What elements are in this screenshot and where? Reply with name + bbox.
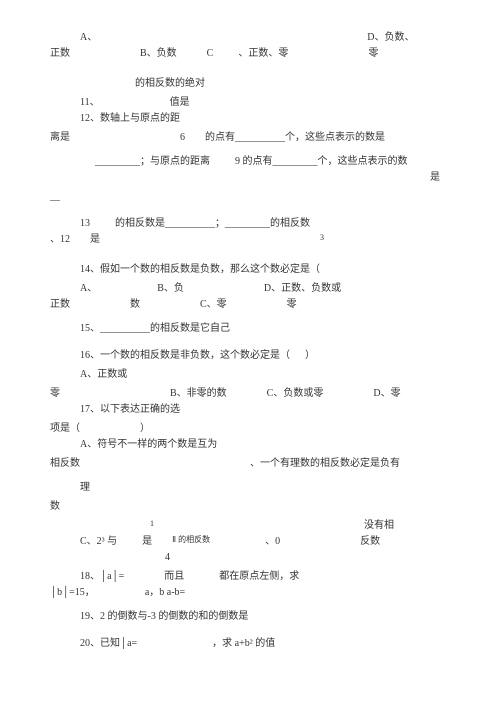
superscript: 3 <box>320 232 324 248</box>
text: 、12 <box>50 232 70 248</box>
q11-number: 11、 <box>50 95 100 111</box>
text: 9 的点有_________个，这些点表示的数 <box>235 154 408 170</box>
q17-frag: 相反数 、一个有理数的相反数必定是负有 <box>50 456 450 472</box>
text: 零 <box>50 386 60 402</box>
q17-c-frag-1: 1 没有相 <box>50 518 450 534</box>
text: 20、已知│a= <box>50 636 137 652</box>
option-a: A、 <box>50 30 97 46</box>
text: Ⅱ 的相反数 <box>172 534 210 550</box>
text: 相反数 <box>50 456 80 472</box>
q15-text: 15、__________的相反数是它自己 <box>50 321 450 337</box>
text: 的相反数是__________；_________的相反数 <box>115 216 310 232</box>
text: 没有相 <box>364 518 394 534</box>
q11-line: 11、 值是 <box>50 95 450 111</box>
text: 项是（ <box>50 421 80 437</box>
text: 13 <box>50 216 90 232</box>
q16-text: 16、一个数的相反数是非负数，这个数必定是（ ） <box>50 348 450 364</box>
q11-frag-1: 的相反数的绝对 <box>50 76 450 92</box>
option-d: D、负数、 <box>367 30 414 46</box>
text: 值是 <box>170 95 190 111</box>
option-b: B、负数 <box>140 46 177 62</box>
text: 零 <box>287 297 297 313</box>
q12-line-3: _________；与原点的距离 9 的点有_________个，这些点表示的数 <box>50 154 450 170</box>
q17-option-a: A、符号不一样的两个数是互为 <box>50 437 450 453</box>
text: 是 <box>142 534 152 550</box>
option-d: D、零 <box>373 386 400 402</box>
q13-line-1: 13 的相反数是__________；_________的相反数 <box>50 216 450 232</box>
text: C、2³ 与 <box>50 534 117 550</box>
q16-option-a: A、正数或 <box>50 367 450 383</box>
q18-line-2: │b│=15， a，b a-b= <box>50 585 450 601</box>
q17-text-2: 项是（ ） <box>50 421 450 437</box>
text: 零 <box>368 46 378 62</box>
text: 数 <box>130 297 140 313</box>
text: │b│=15， <box>50 585 95 601</box>
q16-options: 零 B、非零的数 C、负数或零 D、零 <box>50 386 450 402</box>
text: 数 <box>50 499 450 515</box>
text: 都在原点左侧，求 <box>219 569 299 585</box>
text: 反数 <box>360 534 380 550</box>
q12-line-1: 12、数轴上与原点的距 <box>50 111 450 127</box>
text: 、0 <box>265 534 280 550</box>
q17-option-c: C、2³ 与 是 Ⅱ 的相反数 、0 反数 <box>50 534 450 550</box>
q19-text: 19、2 的倒数与-3 的倒数的和的倒数是 <box>50 609 450 625</box>
text: ） <box>140 421 150 437</box>
text: 正数 <box>50 297 70 313</box>
option-a: A、 <box>50 281 97 297</box>
q12-line-2: 离是 6 的点有__________个，这些点表示的数是 <box>50 130 450 146</box>
q13-line-2: 、12 是 3 <box>50 232 450 248</box>
option-c-letter: C <box>207 46 214 62</box>
option-b: B、非零的数 <box>170 386 227 402</box>
text: _________；与原点的距离 <box>95 154 210 170</box>
text: 、一个有理数的相反数必定是负有 <box>250 456 400 472</box>
text: 而且 <box>164 569 184 585</box>
text: 是 <box>90 232 100 248</box>
text: a，b a-b= <box>145 585 185 601</box>
q14-options-2: 正数 数 C、零 零 <box>50 297 450 313</box>
option-c: C、负数或零 <box>267 386 324 402</box>
text: __ <box>50 189 450 205</box>
text: 6 <box>180 130 185 146</box>
q14-options-1: A、 B、负 D、正数、负数或 <box>50 281 450 297</box>
text: 1 <box>150 518 154 534</box>
text: 4 <box>50 550 450 566</box>
text: 正数 <box>50 46 70 62</box>
text: ，求 a+b² 的值 <box>212 636 275 652</box>
options-line-1: A、 D、负数、 <box>50 30 450 46</box>
options-line-2: 正数 B、负数 C 、正数、零 零 <box>50 46 450 62</box>
option-c: C、零 <box>200 297 227 313</box>
q18-line-1: 18、│a│= 而且 都在原点左侧，求 <box>50 569 450 585</box>
option-c-text: 、正数、零 <box>238 46 288 62</box>
option-b: B、负 <box>157 281 184 297</box>
text: 的点有__________个，这些点表示的数是 <box>205 130 385 146</box>
q17-text-1: 17、以下表达正确的选 <box>50 402 450 418</box>
q14-text: 14、假如一个数的相反数是负数，那么这个数必定是（ <box>50 262 450 278</box>
text: 是 <box>50 170 450 186</box>
option-d: D、正数、负数或 <box>264 281 341 297</box>
q20-text: 20、已知│a= ，求 a+b² 的值 <box>50 636 450 652</box>
text: 离是 <box>50 130 70 146</box>
text: 18、│a│= <box>50 569 124 585</box>
text: 理 <box>50 480 450 496</box>
